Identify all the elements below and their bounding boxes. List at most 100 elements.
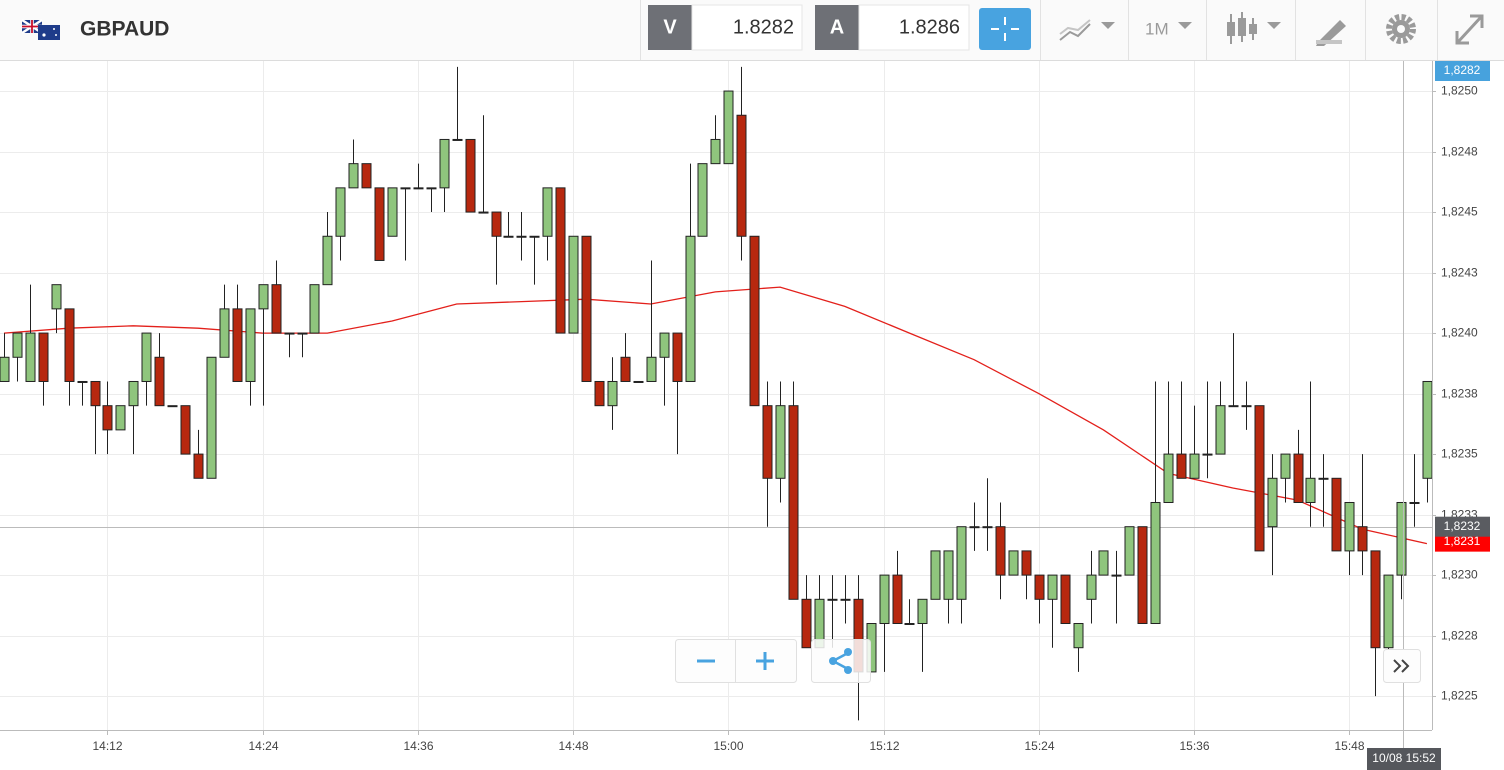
candle-body bbox=[1163, 453, 1174, 503]
candle-body bbox=[1176, 453, 1187, 479]
candle-body bbox=[64, 308, 75, 382]
candle-body bbox=[1409, 501, 1420, 504]
y-tick-label: 1,8235 bbox=[1441, 447, 1478, 461]
share-button[interactable] bbox=[811, 639, 871, 683]
x-tick-label: 15:48 bbox=[1334, 739, 1364, 753]
scroll-right-button[interactable] bbox=[1383, 649, 1421, 683]
y-tick-label: 1,8238 bbox=[1441, 387, 1478, 401]
candle-body bbox=[154, 356, 165, 407]
crosshair-button[interactable] bbox=[979, 8, 1031, 50]
candle-body bbox=[736, 114, 747, 237]
candle-body bbox=[102, 405, 113, 431]
candle-body bbox=[633, 380, 644, 383]
candle-body bbox=[322, 235, 333, 286]
candle-body bbox=[38, 332, 49, 382]
timeframe-caret[interactable] bbox=[1178, 22, 1192, 29]
candle-body bbox=[542, 187, 553, 237]
fullscreen-button[interactable] bbox=[1455, 14, 1484, 45]
bid-box[interactable] bbox=[691, 4, 803, 51]
settings-button[interactable] bbox=[1386, 14, 1416, 44]
candle-body bbox=[439, 138, 450, 189]
candle-body bbox=[762, 405, 773, 479]
bid-label[interactable]: V bbox=[663, 16, 677, 38]
candle-body bbox=[128, 380, 139, 407]
chart-type-button[interactable] bbox=[1059, 19, 1115, 41]
candle-body bbox=[387, 187, 398, 237]
candle-body bbox=[1034, 574, 1045, 600]
candle-body bbox=[1344, 501, 1355, 552]
bid-button[interactable] bbox=[648, 5, 692, 50]
candle-body bbox=[917, 598, 928, 625]
candle-body bbox=[1305, 477, 1316, 503]
candle-body bbox=[672, 332, 683, 382]
x-tick-label: 14:48 bbox=[558, 739, 588, 753]
bid-price[interactable]: 1.8282 bbox=[733, 16, 794, 38]
candle-body bbox=[1370, 550, 1381, 649]
candle-body bbox=[1124, 526, 1135, 576]
y-tick-label: 1,8240 bbox=[1441, 326, 1478, 340]
candle-body bbox=[892, 574, 903, 625]
candle-body bbox=[969, 526, 980, 529]
ask-price[interactable]: 1.8286 bbox=[899, 16, 960, 38]
zoom-controls[interactable] bbox=[675, 639, 797, 683]
candle-body bbox=[1331, 477, 1342, 552]
ask-box[interactable] bbox=[858, 4, 970, 51]
candle-body bbox=[25, 332, 36, 382]
y-tick-label: 1,8250 bbox=[1441, 84, 1478, 98]
candle-body bbox=[284, 332, 295, 335]
candle-body bbox=[723, 90, 734, 165]
y-tick-label: 1,8245 bbox=[1441, 205, 1478, 219]
candle-body bbox=[930, 550, 941, 600]
candle-body bbox=[1254, 405, 1265, 552]
candle-body bbox=[90, 380, 101, 407]
candle-body bbox=[620, 356, 631, 382]
candle-body bbox=[141, 332, 152, 382]
candle-body bbox=[1215, 405, 1226, 455]
candle-body bbox=[1383, 574, 1394, 649]
ask-label[interactable]: A bbox=[830, 16, 844, 38]
candle-body bbox=[982, 526, 993, 529]
candle-body bbox=[1318, 477, 1329, 480]
candle-body bbox=[1060, 574, 1071, 625]
candle-body bbox=[491, 211, 502, 237]
current-price-tag: 1,8282 bbox=[1444, 63, 1481, 77]
x-tick-label: 15:12 bbox=[869, 739, 899, 753]
candle-body bbox=[77, 380, 88, 383]
candle-body bbox=[1098, 550, 1109, 576]
candle-body bbox=[167, 405, 178, 408]
candle-body bbox=[646, 356, 657, 382]
candle-body bbox=[426, 187, 437, 190]
candle-body bbox=[206, 356, 217, 479]
candle-body bbox=[219, 308, 230, 358]
candle-body bbox=[374, 187, 385, 261]
candles bbox=[0, 66, 1433, 721]
crosshair-time-box bbox=[1367, 748, 1441, 770]
x-tick-label: 15:00 bbox=[713, 739, 743, 753]
candle-body bbox=[271, 284, 282, 334]
candle-body bbox=[0, 356, 10, 382]
candle-body bbox=[607, 380, 618, 407]
x-tick-label: 14:24 bbox=[248, 739, 278, 753]
candle-body bbox=[1357, 526, 1368, 552]
candle-body bbox=[775, 405, 786, 479]
candle-body bbox=[788, 405, 799, 600]
timeframe[interactable]: 1M bbox=[1145, 19, 1169, 38]
candle-style-button[interactable] bbox=[1227, 12, 1281, 44]
crosshair-price-tag: 1,8232 bbox=[1444, 519, 1481, 533]
candle-body bbox=[1111, 574, 1122, 577]
candle-body bbox=[348, 163, 359, 189]
candle-body bbox=[594, 380, 605, 407]
candle-body bbox=[1241, 405, 1252, 408]
candle-body bbox=[180, 405, 191, 455]
y-tick-label: 1,8243 bbox=[1441, 266, 1478, 280]
candle-body bbox=[1073, 623, 1084, 649]
candle-body bbox=[465, 138, 476, 213]
candle-body bbox=[516, 235, 527, 238]
ask-button[interactable] bbox=[815, 5, 859, 50]
x-tick-label: 14:12 bbox=[92, 739, 122, 753]
candle-body bbox=[529, 235, 540, 238]
drawing-button[interactable] bbox=[1316, 20, 1346, 46]
